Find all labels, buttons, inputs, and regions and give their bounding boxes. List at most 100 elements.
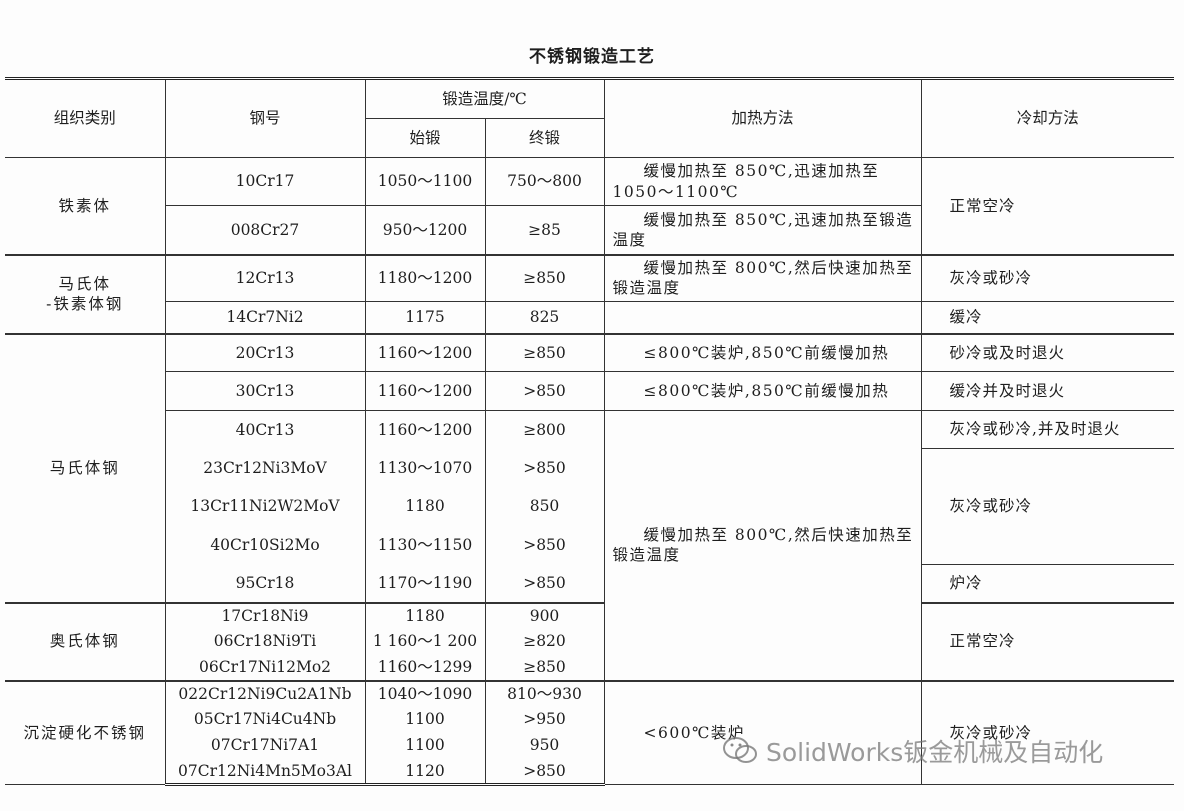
header-start: 始锻: [365, 118, 486, 158]
finish-cell: ≥850: [484, 253, 605, 302]
cooling-cell: 正常空冷: [920, 601, 1174, 681]
table-row: 40Cr13 1160～1200 ≥800 缓慢加热至 800℃,然后快速加热至锻造温…: [5, 410, 1174, 681]
finish-cell: ≥800: [484, 410, 605, 449]
finish-cell: ≥850: [484, 332, 605, 372]
start-cell: 1 160～1 200: [364, 628, 486, 655]
finish-cell: ≥85: [484, 205, 605, 255]
table-row: 07Cr17Ni7A1 1100 950: [5, 732, 1174, 759]
category-cell: 马氏体 -铁素体钢: [5, 253, 166, 334]
cooling-cell: 灰冷或砂冷: [920, 448, 1174, 565]
cooling-cell: 炉冷: [920, 564, 1174, 603]
grade-cell: 13Cr11Ni2W2MoV: [165, 487, 366, 526]
finish-cell: 750～800: [484, 157, 605, 206]
grade-cell: 12Cr13: [164, 253, 366, 302]
watermark: SolidWorks钣金机械及自动化: [722, 733, 1103, 769]
finish-cell: >850: [484, 564, 605, 603]
cooling-cell: 灰冷或砂冷: [920, 253, 1174, 302]
start-cell: 1100: [364, 706, 486, 733]
grade-cell: 07Cr17Ni7A1: [165, 732, 366, 759]
grade-cell: 07Cr12Ni4Mn5Mo3Al: [165, 758, 366, 786]
table-row: 马氏体 -铁素体钢 12Cr13 1180～1200 ≥850 缓慢加热至 800℃,然…: [5, 253, 1174, 334]
table-row: 30Cr13 1160～1200 >850 ≤800℃装炉,850℃前缓慢加热 缓冷并及…: [5, 371, 1174, 411]
cooling-cell: 砂冷或及时退火: [920, 332, 1174, 372]
cooling-cell: 缓冷并及时退火: [920, 371, 1174, 411]
heating-cell: ≤800℃装炉,850℃前缓慢加热: [603, 332, 922, 372]
table-row: 奥氏体钢 17Cr18Ni9 1180 900 正常空冷: [5, 601, 1174, 681]
finish-cell: 850: [484, 487, 604, 526]
grade-cell: 10Cr17: [164, 157, 366, 206]
table-row: 14Cr7Ni2 1175 825 缓冷: [5, 301, 1174, 334]
table-row: 23Cr12Ni3MoV 1130～1070 >850 灰冷或砂冷: [5, 448, 1174, 565]
start-cell: 1180～1200: [364, 253, 486, 302]
start-cell: 1160～1200: [364, 410, 486, 449]
table-row: 13Cr11Ni2W2MoV 1180 850: [5, 487, 1174, 526]
heating-cell: 缓慢加热至 850℃,迅速加热至1050～1100℃: [603, 157, 922, 206]
heating-text: ≤800℃装炉,850℃前缓慢加热: [643, 381, 890, 400]
grade-cell: 022Cr12Ni9Cu2A1Nb: [164, 679, 366, 707]
start-cell: 1120: [364, 758, 486, 786]
header-finish: 终锻: [484, 118, 604, 158]
watermark-text: SolidWorks钣金机械及自动化: [766, 738, 1104, 767]
table-row: 95Cr18 1170～1190 >850 炉冷: [5, 564, 1174, 603]
cooling-cell: 灰冷或砂冷: [920, 679, 1174, 785]
heating-text: ≤800℃装炉,850℃前缓慢加热: [643, 343, 890, 362]
grade-cell: 23Cr12Ni3MoV: [165, 448, 366, 488]
table-row: 06Cr18Ni9Ti 1 160～1 200 ≥820: [5, 628, 1174, 655]
header-grade: 钢号: [164, 77, 366, 158]
start-cell: 1040～1090: [364, 679, 486, 707]
start-cell: 1050～1100: [364, 157, 486, 206]
grade-cell: 008Cr27: [165, 205, 366, 255]
table-row: 05Cr17Ni4Cu4Nb 1100 >950: [5, 706, 1174, 733]
heating-text: 缓慢加热至 800℃,然后快速加热至锻造温度: [612, 259, 914, 298]
finish-cell: 950: [484, 732, 604, 759]
heating-cell: 缓慢加热至 850℃,迅速加热至锻造温度: [603, 205, 921, 255]
grade-cell: 95Cr18: [165, 564, 366, 603]
start-cell: 1180: [364, 487, 486, 526]
table-row: 40Cr10Si2Mo 1130～1150 >850: [5, 525, 1174, 565]
finish-cell: >850: [484, 525, 604, 565]
cooling-cell: 缓冷: [920, 301, 1174, 334]
start-cell: 1175: [364, 301, 486, 334]
start-cell: 1180: [364, 601, 486, 629]
table-row: 马氏体钢 20Cr13 1160～1200 ≥850 ≤800℃装炉,850℃前缓慢加热…: [5, 332, 1174, 603]
table-row: 铁素体 10Cr17 1050～1100 750～800 缓慢加热至 850℃,迅速加热…: [5, 157, 1174, 255]
finish-cell: ≥850: [484, 654, 604, 681]
finish-cell: 900: [484, 601, 605, 629]
grade-cell: 30Cr13: [165, 371, 366, 411]
grade-cell: 40Cr13: [165, 410, 366, 449]
heating-cell: ≤800℃装炉,850℃前缓慢加热: [603, 371, 922, 411]
header-heating: 加热方法: [603, 77, 922, 158]
start-cell: 1130～1150: [364, 525, 486, 565]
heating-cell: [603, 301, 922, 334]
start-cell: 1130～1070: [364, 448, 486, 488]
heating-text: 缓慢加热至 850℃,迅速加热至锻造温度: [612, 210, 914, 249]
start-cell: 1160～1200: [364, 371, 486, 411]
heating-cell: <600℃装炉: [603, 679, 922, 785]
category-cell: 奥氏体钢: [5, 601, 166, 681]
heating-text: <600℃装炉: [643, 723, 745, 742]
grade-cell: 20Cr13: [164, 332, 366, 372]
finish-cell: >850: [484, 371, 605, 411]
table-row: 沉淀硬化不锈钢 022Cr12Ni9Cu2A1Nb 1040～1090 810～930…: [5, 679, 1174, 785]
forging-process-table: 组织类别 钢号 锻造温度/℃ 加热方法 冷却方法 始锻 终锻 铁素体 10Cr17…: [5, 77, 1174, 786]
heating-text: 缓慢加热至 850℃,迅速加热至1050～1100℃: [612, 162, 880, 201]
start-cell: 1100: [364, 732, 486, 759]
grade-cell: 06Cr18Ni9Ti: [165, 628, 366, 655]
grade-cell: 05Cr17Ni4Cu4Nb: [165, 706, 366, 733]
finish-cell: >950: [484, 706, 604, 733]
category-cell: 沉淀硬化不锈钢: [5, 679, 166, 785]
heating-cell: 缓慢加热至 800℃,然后快速加热至锻造温度: [603, 410, 922, 681]
cooling-cell: 灰冷或砂冷,并及时退火: [920, 410, 1174, 449]
cooling-cell: 正常空冷: [920, 157, 1174, 255]
heating-text: 缓慢加热至 800℃,然后快速加热至锻造温度: [612, 526, 914, 565]
finish-cell: >850: [484, 448, 605, 488]
grade-cell: 17Cr18Ni9: [164, 601, 366, 629]
table-title: 不锈钢锻造工艺: [529, 47, 655, 67]
grade-cell: 14Cr7Ni2: [165, 301, 366, 334]
grade-cell: 06Cr17Ni12Mo2: [165, 654, 366, 681]
finish-cell: 810～930: [484, 679, 605, 707]
category-cell: 马氏体钢: [5, 332, 166, 603]
finish-cell: 825: [484, 301, 605, 334]
grade-cell: 40Cr10Si2Mo: [165, 525, 366, 565]
finish-cell: >850: [484, 758, 604, 786]
